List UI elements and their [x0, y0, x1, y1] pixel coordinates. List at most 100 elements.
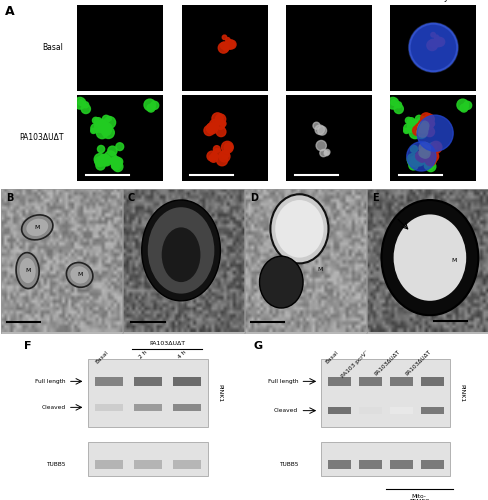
Circle shape	[417, 127, 427, 137]
Circle shape	[217, 155, 227, 166]
Text: Mito-
TEMPO: Mito- TEMPO	[409, 494, 429, 500]
Circle shape	[207, 123, 218, 134]
Text: B: B	[6, 193, 13, 203]
Circle shape	[98, 120, 106, 128]
Circle shape	[102, 127, 114, 138]
Circle shape	[418, 123, 428, 133]
Ellipse shape	[21, 215, 53, 240]
Circle shape	[421, 148, 430, 158]
Circle shape	[430, 142, 442, 153]
Circle shape	[420, 152, 426, 159]
Text: Basal: Basal	[325, 350, 339, 364]
Circle shape	[415, 123, 426, 134]
Circle shape	[220, 121, 226, 126]
Circle shape	[101, 154, 109, 164]
Text: PINK1: PINK1	[217, 384, 222, 402]
Bar	[95, 377, 123, 386]
Circle shape	[414, 124, 422, 131]
Bar	[95, 460, 123, 469]
Circle shape	[415, 116, 423, 122]
Text: G: G	[254, 341, 263, 351]
Bar	[95, 404, 123, 411]
Circle shape	[260, 256, 303, 308]
Circle shape	[224, 143, 232, 152]
Circle shape	[104, 151, 116, 162]
Text: E: E	[372, 193, 378, 203]
Text: C: C	[128, 193, 135, 203]
Text: TUBB5: TUBB5	[46, 462, 65, 467]
Circle shape	[115, 158, 122, 166]
Text: M: M	[317, 266, 323, 272]
Circle shape	[74, 98, 86, 109]
Bar	[390, 407, 412, 414]
Circle shape	[411, 154, 423, 166]
Text: Overlay: Overlay	[417, 0, 450, 2]
Circle shape	[227, 40, 236, 49]
Circle shape	[225, 38, 230, 42]
Circle shape	[418, 154, 426, 162]
Circle shape	[210, 120, 219, 129]
Ellipse shape	[16, 252, 39, 288]
Circle shape	[92, 118, 99, 124]
Ellipse shape	[148, 207, 214, 294]
Bar	[328, 407, 350, 414]
Circle shape	[91, 128, 96, 134]
Circle shape	[394, 214, 466, 301]
Circle shape	[82, 102, 89, 108]
Circle shape	[431, 32, 435, 37]
Circle shape	[420, 116, 424, 120]
Circle shape	[409, 161, 418, 170]
Circle shape	[410, 146, 418, 152]
Circle shape	[404, 128, 409, 134]
Circle shape	[387, 98, 399, 109]
Text: M: M	[25, 268, 30, 273]
Circle shape	[102, 116, 110, 122]
Circle shape	[417, 115, 453, 152]
Bar	[88, 358, 208, 427]
Circle shape	[418, 120, 427, 129]
Bar	[359, 407, 382, 414]
Circle shape	[425, 162, 431, 170]
Circle shape	[421, 147, 428, 155]
Bar	[390, 377, 412, 386]
Text: PA103ΔUΔT: PA103ΔUΔT	[19, 133, 63, 142]
Circle shape	[108, 146, 117, 156]
Text: PINK1: PINK1	[460, 384, 465, 402]
Circle shape	[416, 151, 426, 161]
Circle shape	[426, 162, 436, 172]
Circle shape	[382, 200, 478, 315]
Bar	[359, 377, 382, 386]
Circle shape	[95, 120, 107, 132]
Circle shape	[418, 156, 423, 160]
Circle shape	[422, 148, 430, 157]
Circle shape	[101, 126, 111, 136]
Text: Mito: Mito	[216, 0, 234, 2]
Ellipse shape	[66, 262, 93, 287]
Circle shape	[415, 127, 427, 138]
Circle shape	[408, 156, 418, 166]
Circle shape	[424, 148, 430, 154]
Circle shape	[315, 125, 325, 134]
Text: PA103 pcrV⁻: PA103 pcrV⁻	[341, 350, 370, 379]
Text: Cleaved: Cleaved	[41, 405, 65, 410]
Text: Full length: Full length	[267, 379, 298, 384]
Circle shape	[411, 120, 419, 128]
Bar	[173, 377, 201, 386]
Circle shape	[98, 146, 104, 152]
Circle shape	[81, 104, 90, 114]
Bar	[173, 460, 201, 469]
Circle shape	[429, 143, 437, 150]
Text: LC3B: LC3B	[110, 0, 131, 2]
Ellipse shape	[20, 258, 36, 283]
Circle shape	[112, 160, 122, 170]
Text: PA103ΔUΔT: PA103ΔUΔT	[149, 340, 185, 345]
Circle shape	[94, 154, 106, 165]
Circle shape	[219, 151, 230, 162]
Circle shape	[270, 194, 328, 264]
Text: PA103ΔUΔT: PA103ΔUΔT	[374, 350, 402, 377]
Text: A: A	[5, 5, 15, 18]
Bar	[328, 377, 350, 386]
Text: Basal: Basal	[42, 43, 63, 52]
Circle shape	[96, 161, 105, 170]
Ellipse shape	[142, 200, 221, 301]
